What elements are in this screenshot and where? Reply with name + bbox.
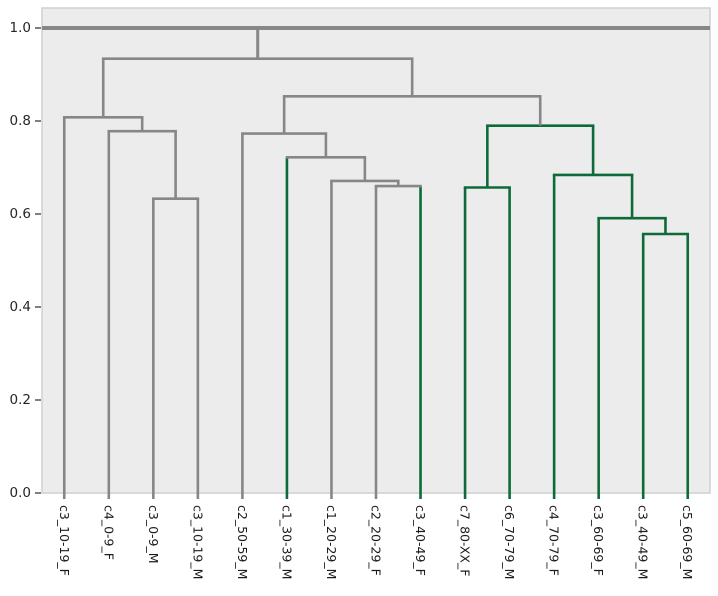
y-tick-label: 0.6 bbox=[10, 206, 31, 222]
x-leaf-label: c4_0-9_F bbox=[101, 505, 116, 560]
x-leaf-label: c4_70-79_F bbox=[547, 505, 562, 576]
y-tick-label: 0.4 bbox=[10, 299, 31, 315]
y-tick-label: 1.0 bbox=[10, 20, 31, 36]
y-tick-label: 0.0 bbox=[10, 485, 31, 501]
x-leaf-label: c2_50-59_M bbox=[235, 505, 250, 579]
x-leaf-label: c3_0-9_M bbox=[146, 505, 161, 564]
x-leaf-label: c7_80-XX_F bbox=[458, 505, 473, 576]
x-leaf-label: c6_70-79_M bbox=[502, 505, 517, 579]
x-leaf-label: c3_10-19_F bbox=[57, 505, 72, 576]
x-leaf-label: c5_60-69_M bbox=[680, 505, 695, 579]
x-leaf-label: c2_20-29_F bbox=[369, 505, 384, 576]
y-tick-label: 0.2 bbox=[10, 392, 31, 408]
x-leaf-label: c3_10-19_M bbox=[190, 505, 205, 579]
x-leaf-label: c1_20-29_M bbox=[324, 505, 339, 579]
x-leaf-label: c1_30-39_M bbox=[279, 505, 294, 579]
x-leaf-label: c3_40-49_F bbox=[413, 505, 428, 576]
x-leaf-label: c3_40-49_M bbox=[636, 505, 651, 579]
y-tick-label: 0.8 bbox=[10, 113, 31, 129]
x-leaf-label: c3_60-69_F bbox=[591, 505, 606, 576]
